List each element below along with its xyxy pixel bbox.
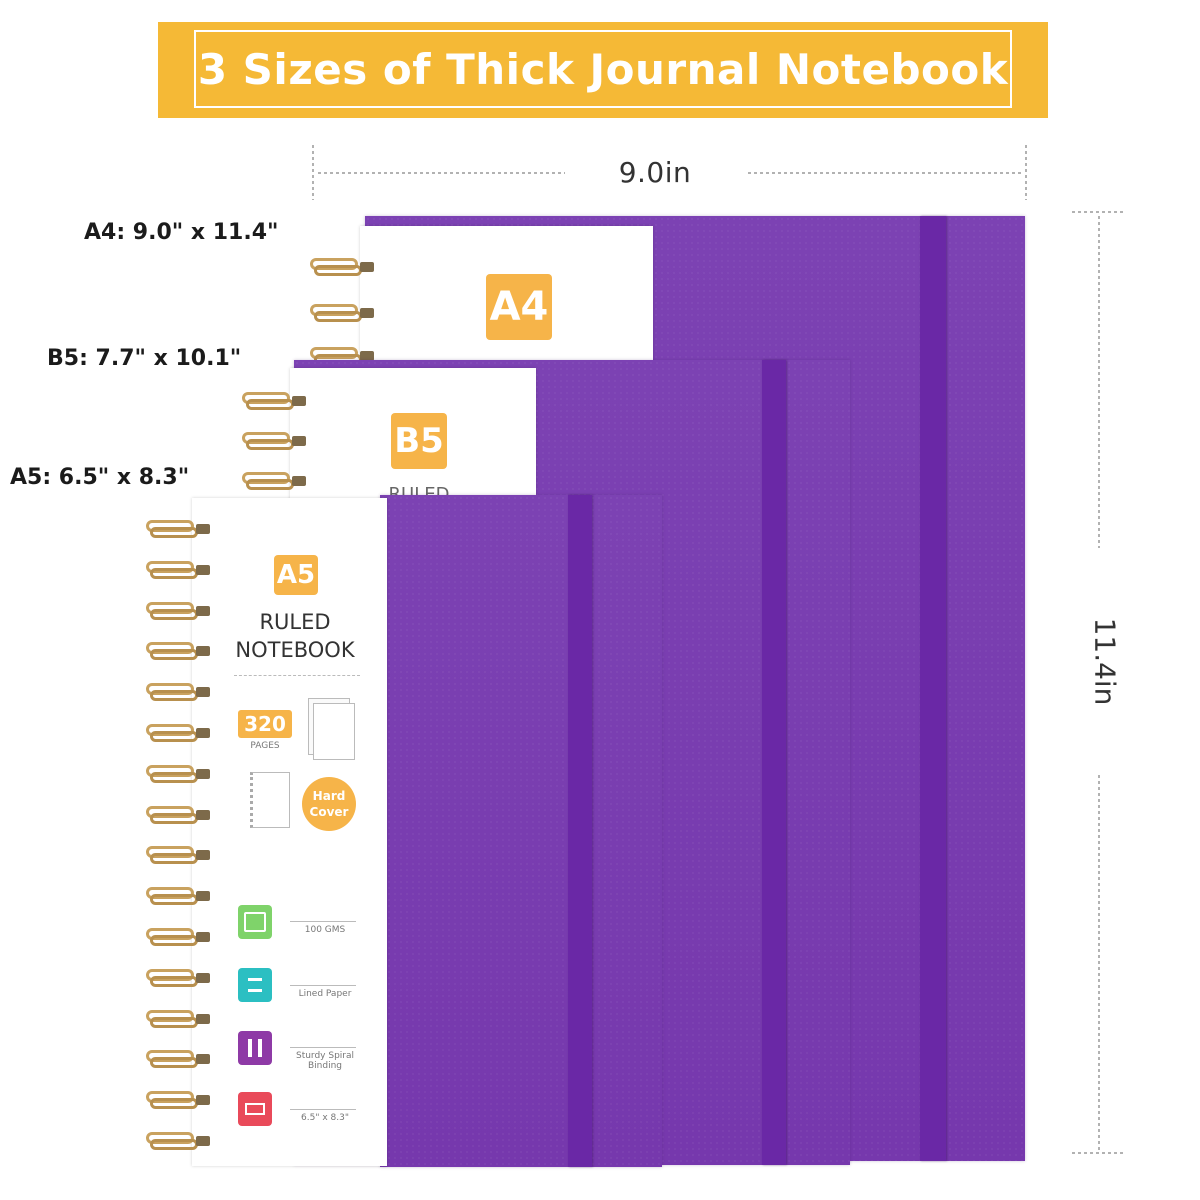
- size-icon: [238, 1092, 272, 1126]
- a4-spiral-coil: [310, 258, 376, 276]
- hard-cover-badge: Hard Cover: [302, 777, 356, 831]
- b5-elastic-band: [762, 360, 786, 1165]
- a5-spiral-coil: [146, 1091, 212, 1110]
- notebook-a5: A5 RULED NOTEBOOK 320 PAGES Hard Cover 1…: [140, 495, 662, 1167]
- size-label-b5: B5: 7.7" x 10.1": [47, 346, 242, 371]
- a5-pages-label: PAGES: [250, 741, 280, 751]
- feature-text-binding: Sturdy Spiral Binding: [295, 1051, 355, 1071]
- feature-text-gsm: 100 GMS: [304, 925, 346, 935]
- feature-separator: [290, 1109, 356, 1110]
- width-dimension-label: 9.0in: [618, 156, 692, 189]
- a5-pages-count: 320: [238, 710, 292, 738]
- feature-text-lined: Lined Paper: [298, 989, 352, 999]
- a5-spiral-coil: [146, 601, 212, 620]
- height-dimension-label: 11.4in: [1088, 617, 1122, 706]
- feature-separator: [290, 921, 356, 922]
- a5-cover-title-line1: RULED: [259, 610, 331, 634]
- a5-spiral-coil: [146, 642, 212, 661]
- size-label-a4: A4: 9.0" x 11.4": [84, 220, 279, 245]
- a5-cover-divider: [234, 675, 360, 676]
- hard-cover-text-1: Hard: [312, 789, 346, 803]
- a5-spiral-coil: [146, 1009, 212, 1028]
- title-banner: 3 Sizes of Thick Journal Notebook: [158, 22, 1048, 118]
- pages-stack-icon: [313, 703, 355, 760]
- hard-cover-text-2: Cover: [309, 805, 349, 819]
- a5-spiral-coil: [146, 1050, 212, 1069]
- lined-paper-icon: [238, 968, 272, 1002]
- feature-separator: [290, 985, 356, 986]
- b5-spiral-coil: [242, 472, 308, 490]
- a4-elastic-band: [920, 216, 946, 1161]
- spiral-binding-icon: [238, 1031, 272, 1065]
- a5-spiral-coil: [146, 928, 212, 946]
- a5-elastic-band: [568, 495, 592, 1167]
- feature-separator: [290, 1047, 356, 1048]
- a5-spiral-coil: [146, 1132, 212, 1150]
- gsm-paper-icon: [238, 905, 272, 939]
- b5-spiral-coil: [242, 392, 308, 410]
- size-label-a5: A5: 6.5" x 8.3": [10, 465, 190, 490]
- feature-text-size: 6.5" x 8.3": [301, 1113, 349, 1123]
- a5-cover-title-line2: NOTEBOOK: [235, 638, 355, 662]
- a5-spiral-coil: [146, 968, 212, 987]
- a5-spiral-coil: [146, 520, 212, 538]
- notebook-outline-icon: [250, 772, 290, 828]
- a5-spiral-coil: [146, 887, 212, 906]
- a5-cover: [380, 495, 662, 1167]
- a5-spiral-coil: [146, 846, 212, 865]
- a4-spiral-coil: [310, 304, 376, 322]
- banner-title: 3 Sizes of Thick Journal Notebook: [197, 44, 1009, 94]
- a5-spiral-coil: [146, 805, 212, 824]
- a5-spiral-coil: [146, 683, 212, 702]
- a5-spiral-coil: [146, 764, 212, 783]
- b5-spiral-coil: [242, 432, 308, 450]
- a5-spiral-coil: [146, 724, 212, 742]
- a5-size-badge: A5: [274, 555, 318, 595]
- a5-spiral-coil: [146, 560, 212, 579]
- b5-size-badge: B5: [391, 413, 447, 469]
- a5-front-sheet: [192, 498, 387, 1166]
- a4-size-badge: A4: [486, 274, 552, 340]
- title-banner-frame: 3 Sizes of Thick Journal Notebook: [194, 30, 1012, 108]
